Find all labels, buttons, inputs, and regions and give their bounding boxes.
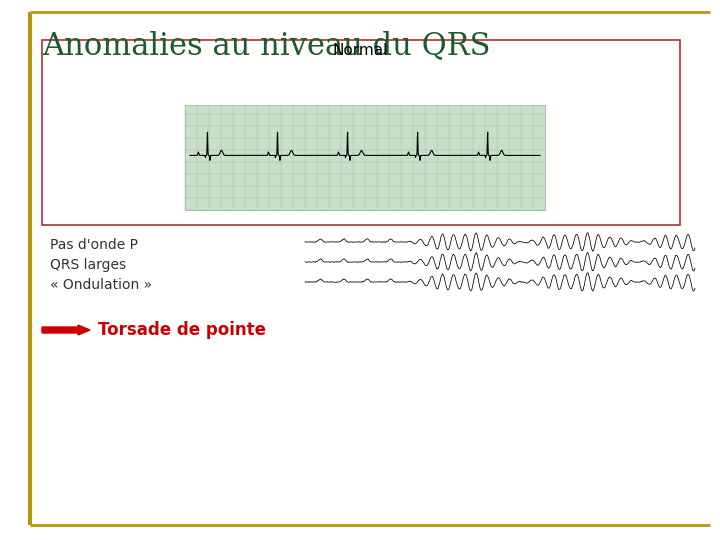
Text: Pas d'onde P: Pas d'onde P (50, 238, 138, 252)
Text: QRS larges: QRS larges (50, 258, 126, 272)
Bar (185, 105, 545, 210)
Bar (42, 40, 680, 225)
Text: Torsade de pointe: Torsade de pointe (98, 321, 266, 339)
Text: Normal: Normal (333, 43, 387, 58)
FancyArrow shape (42, 325, 90, 335)
Text: « Ondulation »: « Ondulation » (50, 278, 152, 292)
Text: Anomalies au niveau du QRS: Anomalies au niveau du QRS (42, 30, 490, 61)
